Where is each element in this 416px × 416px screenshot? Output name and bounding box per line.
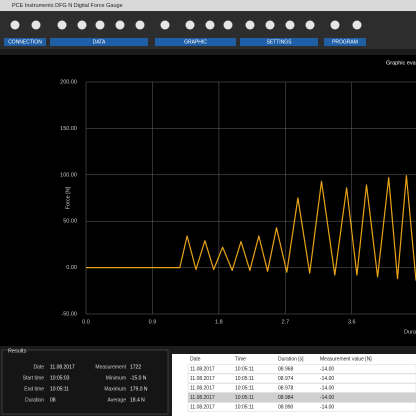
column-header: Time [235,356,246,362]
table-row[interactable] [187,383,416,393]
toolbar-icon [223,20,233,30]
field-label: Average [107,397,126,403]
y-tick-label: 50.00 [63,219,77,225]
x-tick-label: 0.9 [149,319,157,325]
table-row[interactable] [187,402,416,412]
field-value: 10:05:03 [50,375,70,381]
group-bar [240,38,318,46]
toolbar-icon [57,20,67,30]
table-cell: 08.978 [278,385,294,391]
table-cell: 11.08.2017 [190,376,215,382]
x-tick-label: 0.0 [82,319,90,325]
title-bar [0,0,416,11]
table-cell: 11.08.2017 [190,385,215,391]
field-label: Start time [23,375,45,381]
field-label: End time [24,386,44,392]
field-value: 10:05:11 [50,386,69,392]
field-value: 179.0 N [130,386,148,392]
field-label: Date [33,364,44,370]
group-bar [155,38,236,46]
table-cell: 08.974 [278,376,294,382]
table-cell: 10:05:11 [235,404,254,410]
table-row[interactable] [187,373,416,384]
table-cell: -14.00 [320,366,334,372]
group-label: CONNECTION [8,40,42,46]
field-label: Maximum [104,386,126,392]
panel-title: Results [8,348,27,354]
toolbar-icon [115,20,125,30]
column-header: Measurement value [N] [320,356,372,362]
table-cell: -14.00 [320,404,334,410]
x-tick-label: 2.7 [282,319,290,325]
field-label: Measurement [95,364,126,370]
group-label: DATA [93,40,106,46]
table-row[interactable] [187,364,416,374]
group-label: GRAPHIC [184,40,207,46]
toolbar-icon [265,20,275,30]
toolbar-icon [205,20,215,30]
toolbar-icon [185,20,195,30]
field-label: Minimum [106,375,126,381]
results-panel [1,349,169,415]
toolbar-icon [77,20,87,30]
table-cell: 10:05:11 [235,395,254,401]
chart-area [0,55,416,346]
table-cell: 08.968 [278,366,294,372]
toolbar-icon [245,20,255,30]
x-axis-label: Durati [404,329,416,335]
group-label: SETTINGS [266,40,292,46]
y-axis-label: Force [N] [65,186,71,209]
toolbar-icon [352,20,362,30]
table-cell: -14.00 [320,395,334,401]
table-row[interactable] [187,392,416,403]
y-tick-label: -50.00 [61,311,77,317]
toolbar-icon [285,20,295,30]
table-cell: 11.08.2017 [190,366,215,372]
column-header: Date [190,356,201,362]
chart-title: Graphic eva [386,60,416,66]
field-value: 11.08.2017 [50,364,75,370]
toolbar-icon [330,20,340,30]
group-bar [324,38,366,46]
table-cell: 08.984 [278,395,294,401]
table-cell: 10:05:11 [235,385,254,391]
column-header: Duration [s] [278,356,304,362]
toolbar-icon [305,20,315,30]
force-line [86,175,416,281]
toolbar-icon [31,20,41,30]
group-bar [4,38,46,46]
group-bar [50,38,148,46]
field-value: 18.4 N [130,397,145,403]
table-cell: -14.00 [320,385,334,391]
toolbar-icon [95,20,105,30]
y-tick-label: 150.00 [60,126,77,132]
table-cell: -14.00 [320,376,334,382]
table-cell: 11.08.2017 [190,404,215,410]
field-value: -15.0 N [130,375,147,381]
field-value: 1722 [130,364,141,370]
y-tick-label: 0.00 [66,265,77,271]
toolbar-icon [160,20,170,30]
table-cell: 10:05:11 [235,366,254,372]
x-tick-label: 1.8 [215,319,223,325]
toolbar-icon [135,20,145,30]
group-label: PROGRAM [332,40,358,46]
window-title: PCE Instruments DFG N Digital Force Gaug… [12,3,123,9]
table-cell: 08.990 [278,404,294,410]
x-tick-label: 3.6 [348,319,356,325]
toolbar-icon [10,20,20,30]
field-value: 08 [50,397,56,403]
field-label: Duration [25,397,44,403]
table-cell: 10:05:11 [235,376,254,382]
y-tick-label: 100.00 [60,172,77,178]
y-tick-label: 200.00 [60,79,77,85]
table-cell: 11.08.2017 [190,395,215,401]
